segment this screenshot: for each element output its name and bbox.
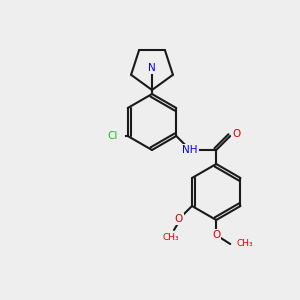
Text: CH₃: CH₃ bbox=[236, 239, 253, 248]
Text: O: O bbox=[175, 214, 183, 224]
Text: O: O bbox=[232, 129, 240, 139]
Text: Cl: Cl bbox=[107, 131, 118, 141]
Text: NH: NH bbox=[182, 145, 198, 155]
Text: O: O bbox=[212, 230, 220, 240]
Text: N: N bbox=[148, 63, 156, 73]
Text: CH₃: CH₃ bbox=[163, 232, 179, 242]
